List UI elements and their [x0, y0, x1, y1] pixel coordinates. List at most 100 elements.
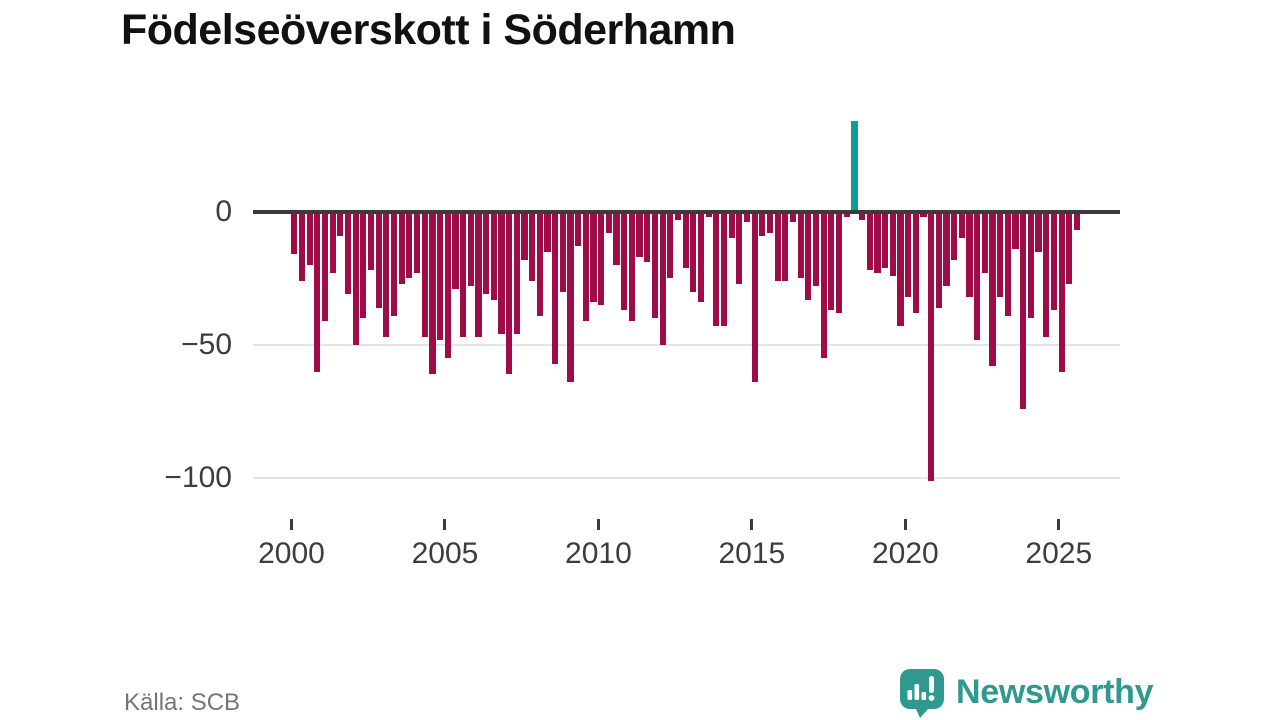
bar [467, 211, 474, 287]
bar [360, 211, 367, 319]
bar [782, 211, 789, 281]
bar [367, 211, 375, 271]
bar [352, 211, 359, 345]
bar [667, 211, 674, 279]
bar [567, 211, 574, 383]
bar [997, 211, 1004, 297]
y-axis-tick-label: 0 [215, 194, 232, 228]
bar [452, 211, 459, 289]
y-axis-tick-label: −50 [181, 327, 232, 361]
bar [690, 211, 697, 292]
bar [429, 211, 436, 375]
bar [705, 211, 712, 217]
bar [490, 211, 497, 300]
bar [375, 211, 382, 308]
bar [828, 211, 835, 311]
x-axis-tick [290, 519, 293, 530]
bar [812, 211, 820, 287]
bar [1073, 211, 1081, 231]
bar [398, 211, 405, 284]
bar [774, 211, 781, 281]
bar [390, 211, 398, 316]
bar [590, 211, 597, 303]
newsworthy-logo-text: Newsworthy [956, 673, 1154, 711]
bar [759, 211, 766, 236]
bar [306, 211, 313, 265]
bar [651, 211, 659, 319]
bar [713, 211, 720, 327]
gridline [253, 477, 1120, 480]
bar [1035, 211, 1042, 252]
bar [859, 211, 866, 220]
bar [889, 211, 896, 276]
x-axis-tick-label: 2000 [258, 537, 325, 570]
bar [498, 211, 505, 335]
bar [559, 211, 566, 292]
bar [1004, 211, 1011, 316]
bar [912, 211, 919, 313]
bar [1020, 211, 1027, 409]
bar [529, 211, 536, 281]
bar [460, 211, 467, 337]
newsworthy-bubble-chart-icon [898, 667, 946, 720]
bar [905, 211, 912, 297]
bar [797, 211, 804, 279]
bar [421, 211, 428, 337]
bar [605, 211, 612, 233]
bar [413, 211, 421, 273]
x-axis-tick-label: 2005 [411, 537, 479, 570]
bar [1012, 211, 1019, 249]
bar [989, 211, 996, 367]
bar [736, 211, 743, 284]
bar [766, 211, 774, 233]
highlight-bar [851, 120, 858, 212]
bar [1050, 211, 1057, 311]
bar [943, 211, 950, 287]
bar [866, 211, 873, 271]
bar [544, 211, 551, 252]
bar [475, 211, 482, 337]
bar [644, 211, 651, 263]
bar [743, 211, 751, 223]
bar [966, 211, 973, 297]
bar [291, 211, 298, 255]
bar [728, 211, 735, 239]
x-axis-tick [443, 519, 447, 530]
x-axis-tick-label: 2025 [1025, 537, 1093, 570]
bar [874, 211, 881, 273]
bar [920, 211, 927, 217]
bar [598, 211, 605, 305]
bar [974, 211, 981, 340]
bar [882, 211, 889, 268]
bar [344, 211, 352, 295]
newsworthy-logo: Newsworthy [898, 665, 1158, 720]
bar [981, 211, 988, 273]
bar [337, 211, 344, 236]
bar [659, 211, 666, 345]
x-axis-tick-label: 2010 [565, 537, 632, 570]
bar [483, 211, 490, 295]
bar [820, 211, 827, 359]
x-axis-tick [1057, 519, 1061, 530]
bar [1043, 211, 1050, 337]
bar [628, 211, 635, 321]
bar [582, 211, 589, 321]
bar [613, 211, 620, 265]
bar [575, 211, 582, 247]
bar [436, 211, 444, 340]
x-axis-tick [750, 519, 754, 530]
bar [298, 211, 306, 281]
bar [951, 211, 958, 260]
source-label: Källa: SCB [124, 689, 241, 716]
x-axis-tick [903, 519, 907, 530]
bar [444, 211, 451, 359]
bar [1027, 211, 1034, 319]
bar [406, 211, 413, 279]
bar [329, 211, 336, 273]
x-axis-tick [596, 519, 600, 530]
bar [928, 211, 935, 482]
bar [935, 211, 942, 308]
bar [321, 211, 329, 321]
bar [621, 211, 628, 311]
x-axis-tick-label: 2020 [871, 537, 939, 570]
